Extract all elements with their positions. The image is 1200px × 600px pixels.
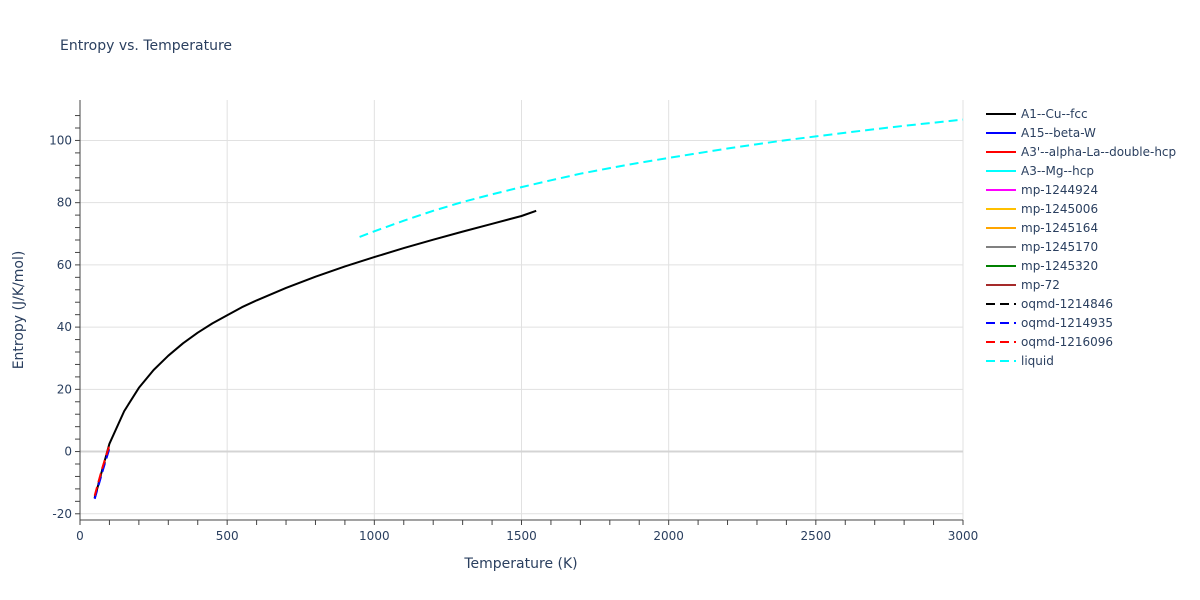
legend-label: mp-1244924 — [1021, 183, 1098, 197]
legend-item[interactable]: oqmd-1214935 — [986, 316, 1113, 330]
legend-item[interactable]: oqmd-1214846 — [986, 297, 1113, 311]
legend-item[interactable]: mp-1244924 — [986, 183, 1098, 197]
series-line-liquid — [359, 118, 964, 238]
legend-label: mp-1245164 — [1021, 221, 1098, 235]
legend-item[interactable]: mp-1245170 — [986, 240, 1098, 254]
legend-item[interactable]: mp-1245006 — [986, 202, 1098, 216]
series-layer — [93, 118, 964, 500]
legend-label: mp-1245006 — [1021, 202, 1098, 216]
series-line-oqmd-1214935 — [93, 448, 111, 500]
legend-item[interactable]: liquid — [986, 354, 1054, 368]
legend-label: A15--beta-W — [1021, 126, 1096, 140]
chart-title: Entropy vs. Temperature — [60, 38, 232, 54]
y-tick-label: 60 — [57, 258, 72, 272]
series-line-a1-cu-fcc — [93, 209, 537, 499]
y-tick-label: -20 — [52, 507, 72, 521]
legend-item[interactable]: A15--beta-W — [986, 126, 1096, 140]
x-tick-label: 500 — [216, 529, 239, 543]
x-axis-title: Temperature (K) — [463, 556, 577, 572]
legend-label: mp-1245320 — [1021, 259, 1098, 273]
legend-item[interactable]: A3--Mg--hcp — [986, 164, 1094, 178]
y-tick-label: 0 — [64, 445, 72, 459]
legend[interactable]: A1--Cu--fcc A15--beta-W A3'--alpha-La--dou… — [986, 107, 1176, 368]
legend-label: A1--Cu--fcc — [1021, 107, 1088, 121]
axes: 0 500 1000 1500 2000 2500 3000 -20 0 20 40 60 80 100 — [49, 100, 978, 543]
y-tick-label: 40 — [57, 320, 72, 334]
legend-item[interactable]: mp-1245164 — [986, 221, 1098, 235]
legend-item[interactable]: mp-72 — [986, 278, 1060, 292]
legend-label: A3'--alpha-La--double-hcp — [1021, 145, 1176, 159]
legend-label: mp-1245170 — [1021, 240, 1098, 254]
legend-label: A3--Mg--hcp — [1021, 164, 1094, 178]
series-line-oqmd-1216096 — [93, 445, 111, 496]
legend-label: oqmd-1214935 — [1021, 316, 1113, 330]
y-tick-label: 20 — [57, 382, 72, 396]
y-axis-title: Entropy (J/K/mol) — [11, 251, 27, 370]
y-tick-label: 100 — [49, 133, 72, 147]
legend-label: oqmd-1214846 — [1021, 297, 1113, 311]
legend-label: oqmd-1216096 — [1021, 335, 1113, 349]
x-tick-label: 1000 — [359, 529, 390, 543]
grid-lines — [80, 100, 964, 520]
legend-item[interactable]: A1--Cu--fcc — [986, 107, 1088, 121]
x-tick-label: 2000 — [653, 529, 684, 543]
legend-item[interactable]: mp-1245320 — [986, 259, 1098, 273]
x-tick-label: 2500 — [801, 529, 832, 543]
x-tick-label: 1500 — [506, 529, 537, 543]
legend-item[interactable]: oqmd-1216096 — [986, 335, 1113, 349]
x-tick-label: 3000 — [948, 529, 979, 543]
legend-item[interactable]: A3'--alpha-La--double-hcp — [986, 145, 1176, 159]
legend-label: mp-72 — [1021, 278, 1060, 292]
legend-label: liquid — [1021, 354, 1054, 368]
x-tick-label: 0 — [76, 529, 84, 543]
y-tick-label: 80 — [57, 196, 72, 210]
